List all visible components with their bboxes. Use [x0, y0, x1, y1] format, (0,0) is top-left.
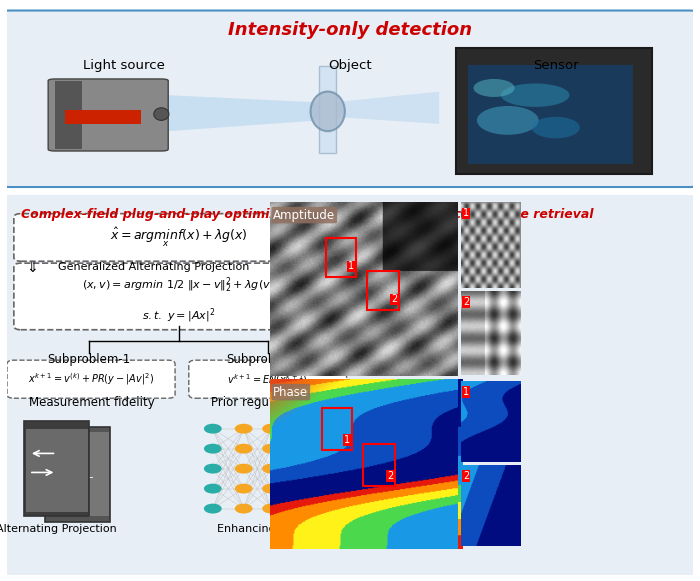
- Ellipse shape: [501, 84, 570, 107]
- Ellipse shape: [154, 107, 169, 120]
- Circle shape: [234, 464, 253, 474]
- Text: Generalized Alternating Projection: Generalized Alternating Projection: [58, 263, 250, 272]
- Bar: [367, 271, 399, 310]
- Bar: [46, 432, 108, 516]
- FancyBboxPatch shape: [14, 214, 343, 261]
- Circle shape: [234, 424, 253, 433]
- Circle shape: [204, 504, 222, 514]
- Circle shape: [204, 464, 222, 474]
- Text: Intensity-only detection: Intensity-only detection: [228, 21, 472, 40]
- Circle shape: [317, 450, 335, 460]
- Text: Subproblem-1: Subproblem-1: [48, 353, 131, 365]
- Text: Alternating Projection: Alternating Projection: [0, 524, 117, 534]
- Text: 2: 2: [387, 471, 393, 481]
- Polygon shape: [333, 92, 439, 124]
- FancyBboxPatch shape: [189, 360, 346, 398]
- Text: Phase: Phase: [273, 386, 309, 399]
- Circle shape: [234, 504, 253, 514]
- Ellipse shape: [473, 79, 514, 97]
- FancyBboxPatch shape: [7, 360, 175, 398]
- Text: $\Downarrow$: $\Downarrow$: [24, 261, 38, 275]
- Text: Light source: Light source: [83, 59, 164, 72]
- Text: 2: 2: [463, 297, 469, 307]
- FancyBboxPatch shape: [14, 263, 343, 330]
- Bar: [319, 66, 336, 153]
- Ellipse shape: [532, 117, 580, 138]
- Bar: [363, 443, 395, 486]
- Circle shape: [262, 424, 280, 433]
- Bar: [326, 238, 356, 277]
- Text: $x^{k+1} = v^{(k)} + PR(y-|Av|^2)$: $x^{k+1} = v^{(k)} + PR(y-|Av|^2)$: [28, 371, 155, 387]
- Text: Sensor: Sensor: [533, 59, 579, 72]
- FancyBboxPatch shape: [45, 427, 110, 522]
- Text: 2: 2: [463, 471, 469, 481]
- Circle shape: [317, 477, 335, 487]
- Text: $\hat{x} = arg\underset{x}{min}f(x) + \lambda g(x)$: $\hat{x} = arg\underset{x}{min}f(x) + \l…: [110, 225, 247, 249]
- Text: 1: 1: [348, 261, 354, 271]
- Circle shape: [290, 424, 307, 433]
- Text: Complex-field plug-and-play optimization: Complex-field plug-and-play optimization: [21, 208, 313, 221]
- Circle shape: [290, 444, 307, 454]
- Text: Amptitude: Amptitude: [273, 209, 335, 221]
- Circle shape: [204, 483, 222, 494]
- Circle shape: [204, 444, 222, 454]
- Text: 1: 1: [463, 209, 469, 218]
- FancyBboxPatch shape: [24, 421, 90, 516]
- Text: 2: 2: [391, 295, 397, 304]
- Text: Subproblem-2: Subproblem-2: [226, 353, 309, 365]
- Circle shape: [290, 464, 307, 474]
- Circle shape: [262, 504, 280, 514]
- Bar: [65, 110, 141, 124]
- Text: Object: Object: [328, 59, 372, 72]
- Circle shape: [317, 504, 335, 514]
- Circle shape: [204, 424, 222, 433]
- Text: $(x,v) = argmin\ 1/2\ \|x-v\|_2^2 + \lambda g(v)$: $(x,v) = argmin\ 1/2\ \|x-v\|_2^2 + \lam…: [83, 275, 274, 295]
- Ellipse shape: [477, 106, 539, 135]
- Polygon shape: [168, 95, 319, 131]
- Circle shape: [290, 483, 307, 494]
- FancyBboxPatch shape: [4, 10, 696, 187]
- Text: $s.t.\ y = |Ax|^2$: $s.t.\ y = |Ax|^2$: [142, 306, 215, 325]
- Circle shape: [262, 483, 280, 494]
- FancyBboxPatch shape: [48, 79, 168, 151]
- Text: $v^{k+1} = EN(x^{k+1})$: $v^{k+1} = EN(x^{k+1})$: [228, 372, 308, 386]
- Text: Large-scale phase retrieval: Large-scale phase retrieval: [402, 208, 594, 221]
- FancyBboxPatch shape: [4, 193, 696, 577]
- Text: Measurement fidelity: Measurement fidelity: [29, 396, 154, 410]
- Circle shape: [234, 483, 253, 494]
- Circle shape: [234, 444, 253, 454]
- Circle shape: [262, 444, 280, 454]
- Text: 1: 1: [344, 435, 350, 445]
- Circle shape: [262, 464, 280, 474]
- Circle shape: [290, 504, 307, 514]
- Text: Prior regularization: Prior regularization: [211, 396, 324, 410]
- FancyBboxPatch shape: [456, 48, 652, 174]
- Bar: [322, 408, 352, 450]
- Bar: [25, 429, 88, 512]
- Circle shape: [317, 424, 335, 433]
- Bar: [468, 64, 633, 164]
- Text: 1: 1: [463, 387, 469, 397]
- Text: Enhancing Network: Enhancing Network: [217, 524, 326, 534]
- Bar: [55, 81, 83, 149]
- Ellipse shape: [311, 92, 345, 131]
